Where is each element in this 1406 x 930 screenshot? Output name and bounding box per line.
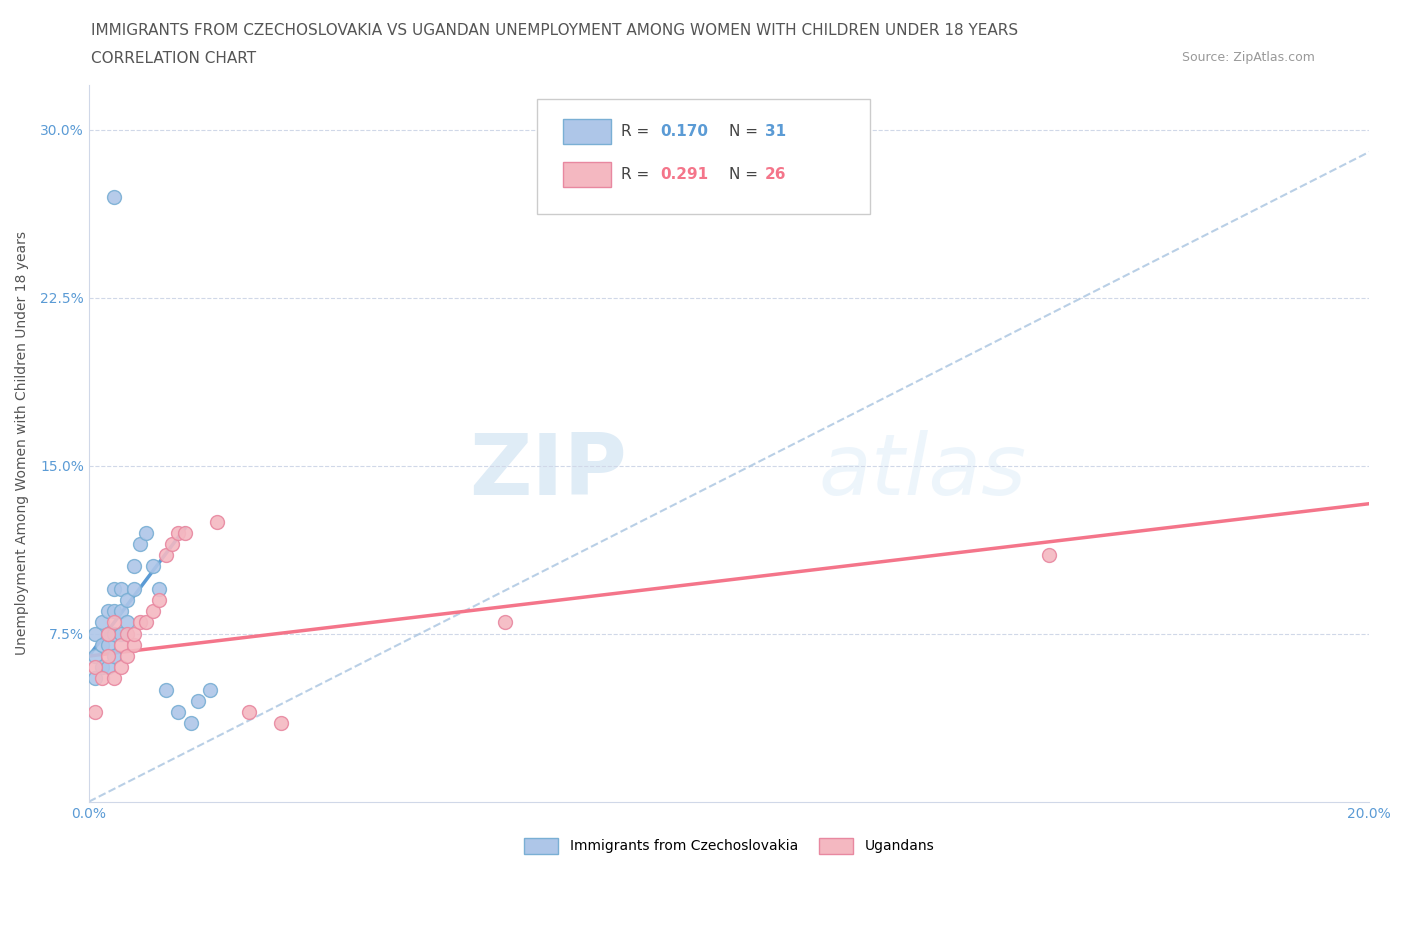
Point (103, 648, 125, 663)
Point (142, 604, 165, 618)
Point (117, 648, 139, 663)
Point (103, 626, 125, 641)
FancyBboxPatch shape (562, 119, 612, 144)
Point (90, 659, 112, 674)
Text: atlas: atlas (818, 431, 1026, 513)
Point (167, 525, 190, 540)
Point (148, 581, 170, 596)
Point (97, 648, 120, 663)
Point (97, 626, 120, 641)
Point (187, 694, 209, 709)
Text: ZIP: ZIP (468, 431, 627, 513)
Text: 0.291: 0.291 (659, 166, 709, 182)
Point (129, 615, 152, 630)
Point (135, 615, 157, 630)
Point (117, 592, 139, 607)
Point (110, 637, 132, 652)
Point (97, 604, 120, 618)
Text: N =: N = (728, 166, 763, 182)
Point (90, 671, 112, 686)
Text: CORRELATION CHART: CORRELATION CHART (91, 51, 256, 66)
Point (103, 615, 125, 630)
Text: R =: R = (621, 166, 655, 182)
Point (103, 604, 125, 618)
Point (110, 604, 132, 618)
Point (494, 615, 516, 630)
Point (84, 626, 107, 641)
Point (122, 559, 145, 574)
Point (97, 637, 120, 652)
Point (238, 705, 260, 720)
Point (103, 190, 125, 205)
Point (142, 559, 165, 574)
FancyBboxPatch shape (562, 162, 612, 187)
Point (122, 637, 145, 652)
Point (270, 716, 292, 731)
Point (180, 716, 202, 731)
Point (160, 537, 183, 551)
Point (1038, 548, 1060, 563)
Point (200, 683, 222, 698)
Point (103, 581, 125, 596)
Point (84, 648, 107, 663)
Point (135, 525, 157, 540)
Text: 26: 26 (765, 166, 786, 182)
Point (129, 537, 152, 551)
Text: 0.170: 0.170 (659, 124, 707, 139)
Point (103, 671, 125, 686)
FancyBboxPatch shape (537, 100, 870, 214)
Point (110, 581, 132, 596)
Point (84, 659, 107, 674)
Point (90, 637, 112, 652)
Point (117, 626, 139, 641)
Point (117, 615, 139, 630)
Point (173, 525, 195, 540)
Text: N =: N = (728, 124, 763, 139)
Point (110, 626, 132, 641)
Text: R =: R = (621, 124, 655, 139)
Point (167, 705, 190, 720)
Y-axis label: Unemployment Among Women with Children Under 18 years: Unemployment Among Women with Children U… (15, 232, 30, 656)
Point (205, 514, 228, 529)
Point (122, 626, 145, 641)
Point (122, 581, 145, 596)
Point (90, 615, 112, 630)
Point (84, 671, 107, 686)
Point (155, 548, 177, 563)
Legend: Immigrants from Czechoslovakia, Ugandans: Immigrants from Czechoslovakia, Ugandans (519, 832, 939, 859)
Point (84, 705, 107, 720)
Point (97, 626, 120, 641)
Point (155, 683, 177, 698)
Text: Source: ZipAtlas.com: Source: ZipAtlas.com (1181, 51, 1315, 64)
Text: 31: 31 (765, 124, 786, 139)
Point (97, 659, 120, 674)
Text: IMMIGRANTS FROM CZECHOSLOVAKIA VS UGANDAN UNEMPLOYMENT AMONG WOMEN WITH CHILDREN: IMMIGRANTS FROM CZECHOSLOVAKIA VS UGANDA… (91, 23, 1018, 38)
Point (110, 659, 132, 674)
Point (148, 592, 170, 607)
